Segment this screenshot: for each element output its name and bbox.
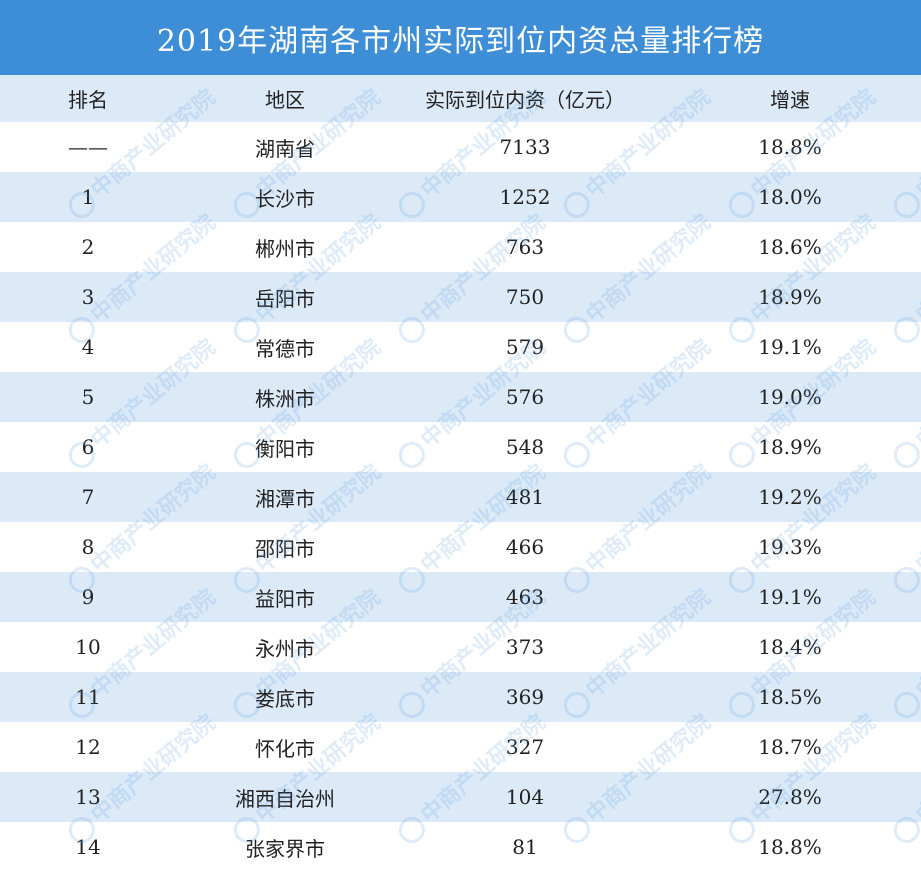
value-cell: 463 (505, 585, 545, 609)
value-cell: 548 (505, 435, 545, 459)
table-row: 7 湘潭市 481 19.2% (0, 472, 921, 522)
rank-cell: 4 (81, 335, 95, 359)
ranking-table: 排名 地区 实际到位内资（亿元） 增速 —— 湖南省 7133 18.8% 1 长沙市 12… (0, 75, 921, 872)
value-cell: 750 (505, 285, 545, 309)
rank-cell: 10 (75, 635, 101, 659)
rank-cell: 13 (75, 785, 101, 809)
value-cell: 579 (505, 335, 545, 359)
value-cell: 104 (505, 785, 545, 809)
region-cell: 湘潭市 (255, 486, 315, 511)
header-rank: 排名 (68, 88, 108, 112)
region-cell: 湖南省 (255, 136, 315, 161)
table-row: 5 株洲市 576 19.0% (0, 372, 921, 422)
region-cell: 怀化市 (255, 736, 315, 761)
table-header-row: 排名 地区 实际到位内资（亿元） 增速 (0, 75, 921, 122)
header-value: 实际到位内资（亿元） (425, 88, 625, 112)
value-cell: 481 (505, 485, 545, 509)
rank-cell: 11 (75, 685, 101, 709)
table-row: 11 娄底市 369 18.5% (0, 672, 921, 722)
growth-cell: 19.0% (758, 385, 822, 409)
growth-cell: 18.9% (758, 285, 822, 309)
rank-cell: 12 (75, 735, 101, 759)
table-row: —— 湖南省 7133 18.8% (0, 122, 921, 172)
growth-cell: 27.8% (758, 785, 822, 809)
region-cell: 岳阳市 (255, 286, 315, 311)
header-region: 地区 (265, 88, 305, 112)
value-cell: 763 (505, 235, 545, 259)
value-cell: 369 (505, 685, 545, 709)
growth-cell: 18.8% (758, 135, 822, 159)
table-row: 13 湘西自治州 104 27.8% (0, 772, 921, 822)
growth-cell: 18.9% (758, 435, 822, 459)
region-cell: 湘西自治州 (235, 786, 335, 811)
rank-cell: 8 (81, 535, 95, 559)
rank-cell: 3 (81, 285, 95, 309)
growth-cell: 18.4% (758, 635, 822, 659)
growth-cell: 19.2% (758, 485, 822, 509)
rank-cell: 6 (81, 435, 95, 459)
rank-cell: 9 (81, 585, 95, 609)
region-cell: 永州市 (255, 636, 315, 661)
region-cell: 长沙市 (255, 186, 315, 211)
table-title-bar: 2019年湖南各市州实际到位内资总量排行榜 (0, 0, 921, 75)
rank-cell: 2 (81, 235, 95, 259)
region-cell: 益阳市 (255, 586, 315, 611)
growth-cell: 19.1% (758, 335, 822, 359)
table-row: 10 永州市 373 18.4% (0, 622, 921, 672)
region-cell: 衡阳市 (255, 436, 315, 461)
value-cell: 576 (505, 385, 545, 409)
growth-cell: 19.1% (758, 585, 822, 609)
rank-cell: —— (68, 135, 108, 159)
value-cell: 373 (505, 635, 545, 659)
table-row: 4 常德市 579 19.1% (0, 322, 921, 372)
table-row: 3 岳阳市 750 18.9% (0, 272, 921, 322)
table-row: 2 郴州市 763 18.6% (0, 222, 921, 272)
table-row: 12 怀化市 327 18.7% (0, 722, 921, 772)
value-cell: 7133 (499, 135, 551, 159)
region-cell: 邵阳市 (255, 536, 315, 561)
region-cell: 郴州市 (255, 236, 315, 261)
region-cell: 张家界市 (245, 836, 325, 861)
table-title: 2019年湖南各市州实际到位内资总量排行榜 (156, 23, 765, 59)
rank-cell: 7 (81, 485, 95, 509)
table-row: 8 邵阳市 466 19.3% (0, 522, 921, 572)
growth-cell: 18.6% (758, 235, 822, 259)
growth-cell: 18.7% (758, 735, 822, 759)
table-row: 1 长沙市 1252 18.0% (0, 172, 921, 222)
table-body: —— 湖南省 7133 18.8% 1 长沙市 1252 18.0% 2 郴州市 763 18.6% 3… (0, 122, 921, 872)
growth-cell: 18.0% (758, 185, 822, 209)
rank-cell: 5 (81, 385, 95, 409)
value-cell: 81 (512, 835, 538, 859)
region-cell: 常德市 (255, 336, 315, 361)
rank-cell: 14 (75, 835, 101, 859)
table-row: 9 益阳市 463 19.1% (0, 572, 921, 622)
growth-cell: 18.5% (758, 685, 822, 709)
growth-cell: 18.8% (758, 835, 822, 859)
value-cell: 1252 (499, 185, 551, 209)
region-cell: 株洲市 (255, 386, 315, 411)
header-growth: 增速 (770, 88, 810, 112)
table-row: 14 张家界市 81 18.8% (0, 822, 921, 872)
rank-cell: 1 (81, 185, 95, 209)
value-cell: 327 (505, 735, 545, 759)
growth-cell: 19.3% (758, 535, 822, 559)
region-cell: 娄底市 (255, 686, 315, 711)
value-cell: 466 (505, 535, 545, 559)
table-row: 6 衡阳市 548 18.9% (0, 422, 921, 472)
